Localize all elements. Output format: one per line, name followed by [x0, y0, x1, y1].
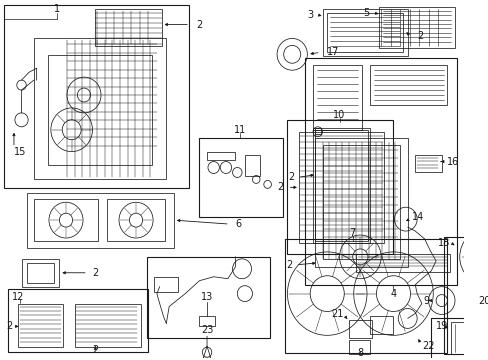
Text: 18: 18	[437, 238, 449, 248]
Text: 4: 4	[389, 289, 396, 298]
Bar	[27, 193, 174, 248]
Bar	[27, 263, 54, 283]
Bar	[199, 138, 282, 217]
Bar	[379, 6, 454, 48]
Bar	[106, 199, 165, 241]
Text: 2: 2	[277, 183, 283, 192]
Bar	[298, 132, 383, 243]
Text: 14: 14	[411, 212, 424, 222]
Text: 16: 16	[447, 157, 459, 167]
Bar	[244, 154, 260, 176]
Text: 7: 7	[349, 228, 355, 238]
Text: 15: 15	[14, 147, 26, 157]
Bar	[206, 152, 235, 159]
Text: 10: 10	[333, 110, 345, 120]
Text: 23: 23	[201, 325, 213, 336]
Bar	[305, 58, 456, 285]
Text: 12: 12	[12, 292, 24, 302]
Text: 2: 2	[287, 172, 293, 183]
Text: 2: 2	[6, 321, 12, 332]
Bar	[369, 316, 392, 334]
Text: 20: 20	[478, 296, 488, 306]
Text: 21: 21	[330, 310, 343, 319]
Bar	[314, 130, 367, 241]
Text: 6: 6	[235, 219, 241, 229]
Bar	[284, 239, 447, 353]
Bar	[34, 39, 166, 179]
Bar	[286, 120, 392, 254]
Text: 17: 17	[326, 47, 339, 57]
Text: 2: 2	[196, 19, 203, 30]
Bar	[95, 9, 161, 46]
Text: 9: 9	[423, 296, 428, 306]
Text: 1: 1	[54, 4, 61, 14]
Bar	[430, 319, 488, 360]
Text: 2: 2	[92, 268, 99, 278]
Bar	[4, 5, 189, 188]
Bar	[314, 138, 407, 267]
Bar	[326, 13, 402, 52]
Bar	[8, 289, 148, 352]
Bar	[348, 340, 369, 354]
Bar	[312, 65, 362, 130]
Bar	[355, 254, 449, 272]
Text: 2: 2	[92, 345, 98, 355]
Bar	[414, 154, 441, 172]
Bar	[199, 316, 214, 327]
Text: 5: 5	[363, 8, 369, 18]
Text: 3: 3	[306, 10, 312, 19]
Bar	[322, 9, 407, 56]
Bar	[21, 259, 59, 287]
Text: 13: 13	[201, 292, 213, 302]
Bar	[154, 277, 177, 292]
Bar	[314, 128, 320, 134]
Bar	[348, 320, 371, 338]
Bar	[34, 199, 98, 241]
Text: 11: 11	[234, 125, 246, 135]
Bar	[74, 303, 141, 347]
Bar	[312, 128, 369, 243]
Bar	[147, 257, 270, 338]
Bar	[450, 323, 481, 354]
Text: 19: 19	[435, 321, 447, 332]
Text: 22: 22	[421, 341, 433, 351]
Text: 2: 2	[416, 31, 423, 41]
Text: 8: 8	[357, 348, 363, 358]
Bar	[48, 55, 152, 165]
Bar	[322, 145, 399, 259]
Bar	[369, 65, 447, 105]
Bar	[443, 237, 488, 354]
Bar	[18, 303, 63, 347]
Text: 2: 2	[285, 260, 292, 270]
